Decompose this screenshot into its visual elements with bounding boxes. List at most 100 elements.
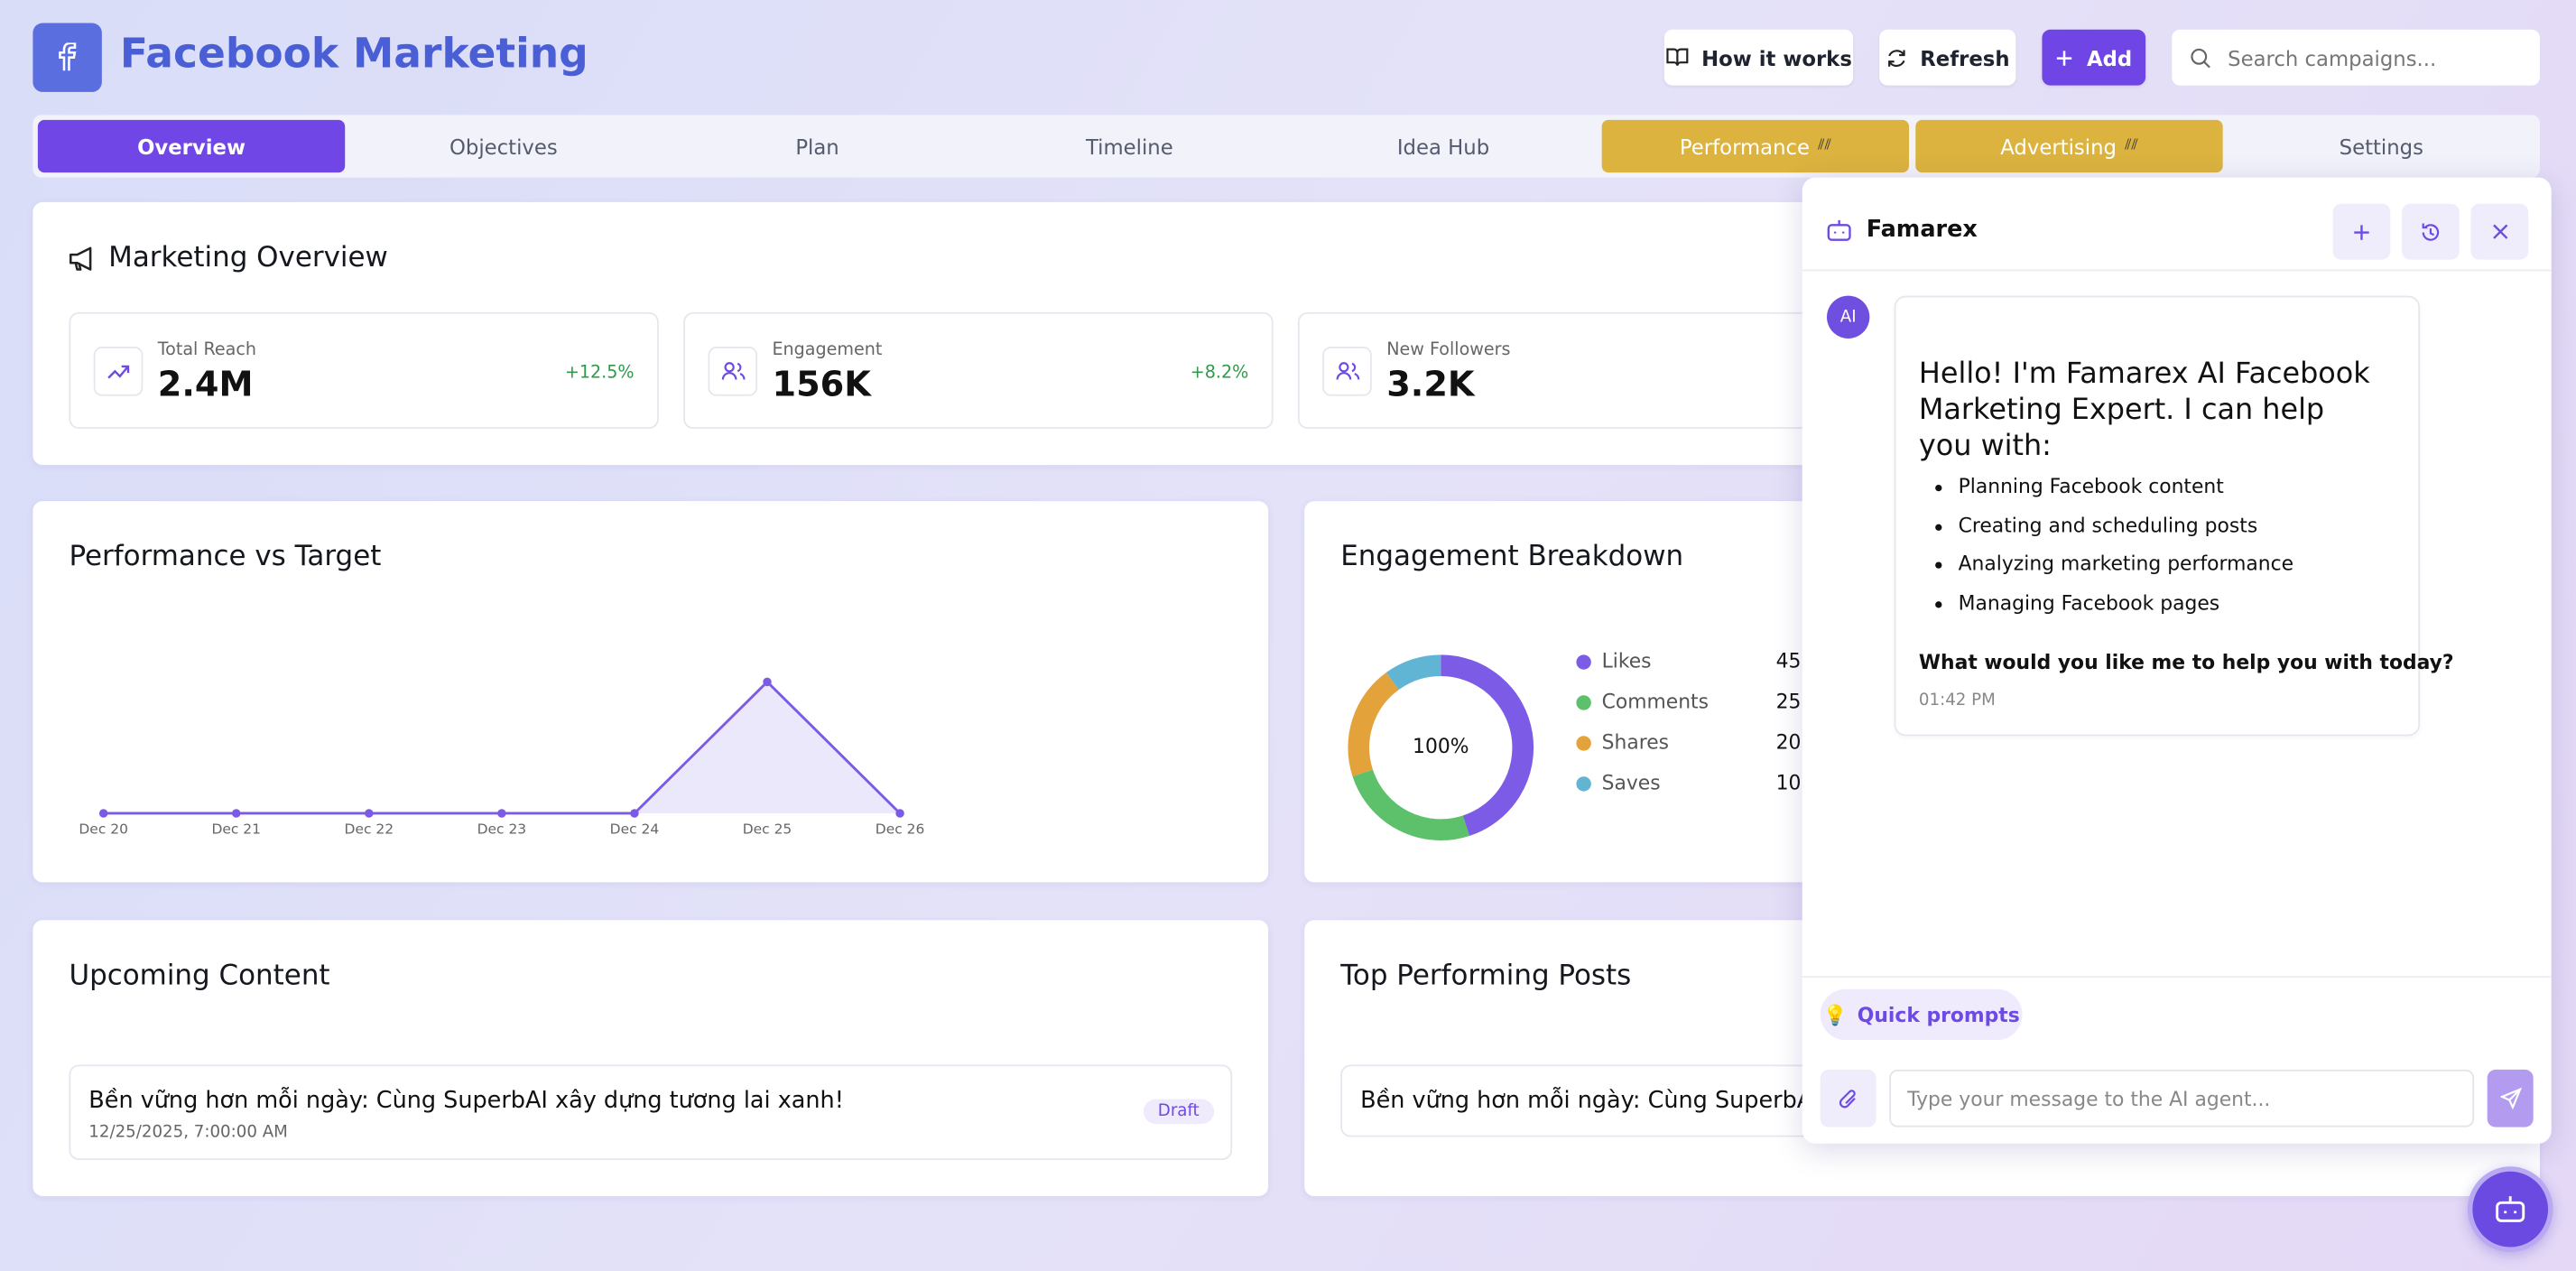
agent-avatar: AI — [1827, 295, 1870, 339]
logo — [32, 23, 102, 92]
metric-label: Engagement — [772, 339, 883, 360]
list-item: Analyzing marketing performance — [1959, 546, 2293, 585]
megaphone-icon — [69, 246, 92, 271]
metric-card: Engagement 156K +8.2% — [683, 311, 1274, 430]
x-tick-label: Dec 20 — [79, 821, 128, 838]
x-tick-label: Dec 25 — [743, 821, 792, 838]
tab-label: Advertising — [2000, 134, 2117, 159]
metric-card: New Followers 3.2K — [1297, 311, 1888, 430]
tab[interactable]: Advertising ⫽⫽ — [1915, 119, 2223, 173]
x-tick-label: Dec 21 — [211, 821, 261, 838]
metric-change: +8.2% — [1190, 363, 1249, 384]
button-label: Quick prompts — [1857, 1003, 2020, 1026]
data-point — [497, 809, 506, 818]
tab-label: Performance — [1679, 134, 1811, 159]
section-title: Upcoming Content — [69, 959, 330, 993]
refresh-button[interactable]: Refresh — [1879, 29, 2016, 86]
x-tick-label: Dec 22 — [345, 821, 394, 838]
quick-prompts-button[interactable]: 💡 Quick prompts — [1820, 988, 2023, 1041]
plus-icon — [2057, 50, 2072, 65]
x-tick-label: Dec 26 — [876, 821, 925, 838]
button-label: How it works — [1701, 45, 1852, 70]
donut-segment — [1348, 672, 1400, 776]
how-it-works-button[interactable]: How it works — [1663, 29, 1854, 86]
bulb-icon: 💡 — [1822, 1003, 1848, 1026]
metric-icon — [1322, 347, 1372, 396]
tab[interactable]: Timeline — [1085, 134, 1173, 159]
history-button[interactable] — [2402, 203, 2460, 260]
add-button[interactable]: Add — [2042, 29, 2146, 86]
tab-hatch: ⫽⫽ — [2125, 137, 2138, 155]
upcoming-card: Upcoming Content Bền vững hơn mỗi ngày: … — [32, 920, 1269, 1197]
search-icon — [2191, 47, 2210, 68]
metric-label: New Followers — [1386, 339, 1511, 360]
message-time: 01:42 PM — [1918, 691, 1996, 710]
message-bubble: Hello! I'm Famarex AI Facebook Marketing… — [1894, 295, 2454, 737]
content-item[interactable]: Bền vững hơn mỗi ngày: Cùng SuperbAI xây… — [69, 1064, 1233, 1161]
data-point — [98, 809, 108, 818]
data-point — [232, 809, 241, 818]
tab-bar: Overview Objectives Plan Timeline Idea H… — [32, 115, 2540, 178]
close-button[interactable] — [2470, 203, 2529, 260]
list-item: Planning Facebook content — [1959, 469, 2293, 507]
attach-button[interactable] — [1820, 1069, 1876, 1127]
divider — [1802, 269, 2552, 272]
content-title: Bền vững hơn mỗi ngày: Cùng SuperbAI xây… — [88, 1087, 844, 1115]
search-box[interactable]: Search campaigns... — [2172, 29, 2540, 86]
logo-icon — [59, 42, 77, 71]
send-button[interactable] — [2487, 1069, 2534, 1127]
donut-segment — [1352, 769, 1470, 840]
performance-card: Performance vs Target Dec 20 Dec 21 Dec 22… — [32, 501, 1269, 883]
message-input[interactable]: Type your message to the AI agent... — [1889, 1069, 2475, 1127]
legend-swatch — [1576, 695, 1591, 710]
tab[interactable]: Plan — [795, 134, 839, 159]
legend-label: Saves — [1602, 772, 1661, 794]
legend-swatch — [1576, 654, 1591, 670]
tab[interactable]: Objectives — [449, 134, 558, 159]
list-item: Managing Facebook pages — [1959, 585, 2293, 624]
metric-value: 3.2K — [1386, 365, 1475, 404]
legend-label: Shares — [1602, 731, 1669, 754]
donut-segment — [1385, 654, 1441, 691]
metric-label: Total Reach — [157, 339, 256, 360]
refresh-icon — [1887, 49, 1905, 67]
section-title: Top Performing Posts — [1340, 959, 1632, 993]
new-chat-button[interactable] — [2332, 203, 2391, 260]
book-icon — [1665, 48, 1688, 67]
metric-value: 2.4M — [157, 365, 254, 404]
agent-name: Famarex — [1866, 217, 1978, 244]
divider — [1802, 976, 2552, 978]
tab-hatch: ⫽⫽ — [1818, 137, 1831, 155]
data-point — [895, 809, 904, 818]
donut-center-label: 100% — [1413, 736, 1469, 758]
message-list: Planning Facebook content Creating and s… — [1919, 469, 2293, 625]
x-tick-label: Dec 24 — [610, 821, 660, 838]
metric-change: +12.5% — [564, 363, 635, 384]
tab[interactable]: Performance ⫽⫽ — [1601, 119, 1910, 173]
section-title: Marketing Overview — [108, 241, 388, 274]
tab[interactable]: Settings — [2339, 134, 2423, 159]
search-placeholder: Search campaigns... — [2228, 45, 2437, 70]
chat-panel: Famarex AI Hello! I'm Famarex AI Faceboo… — [1802, 177, 2552, 1144]
metric-icon — [93, 347, 144, 396]
line-area — [103, 682, 901, 813]
status-badge: Draft — [1143, 1099, 1215, 1124]
chart-title: Engagement Breakdown — [1340, 540, 1684, 574]
message-question: What would you like me to help you with … — [1918, 650, 2454, 674]
app-title: Facebook Marketing — [119, 29, 588, 78]
tab[interactable]: Overview — [37, 119, 346, 173]
list-item: Creating and scheduling posts — [1959, 507, 2293, 546]
assistant-fab[interactable] — [2467, 1166, 2553, 1252]
data-point — [630, 809, 639, 818]
legend-label: Comments — [1602, 691, 1709, 713]
message-heading: Hello! I'm Famarex AI Facebook Marketing… — [1918, 357, 2370, 464]
legend-swatch — [1576, 736, 1591, 751]
x-tick-label: Dec 23 — [477, 821, 527, 838]
metric-value: 156K — [772, 365, 871, 404]
tab[interactable]: Idea Hub — [1396, 134, 1490, 159]
metric-icon — [708, 347, 758, 396]
bot-icon — [1827, 219, 1851, 241]
button-label: Refresh — [1920, 45, 2010, 70]
